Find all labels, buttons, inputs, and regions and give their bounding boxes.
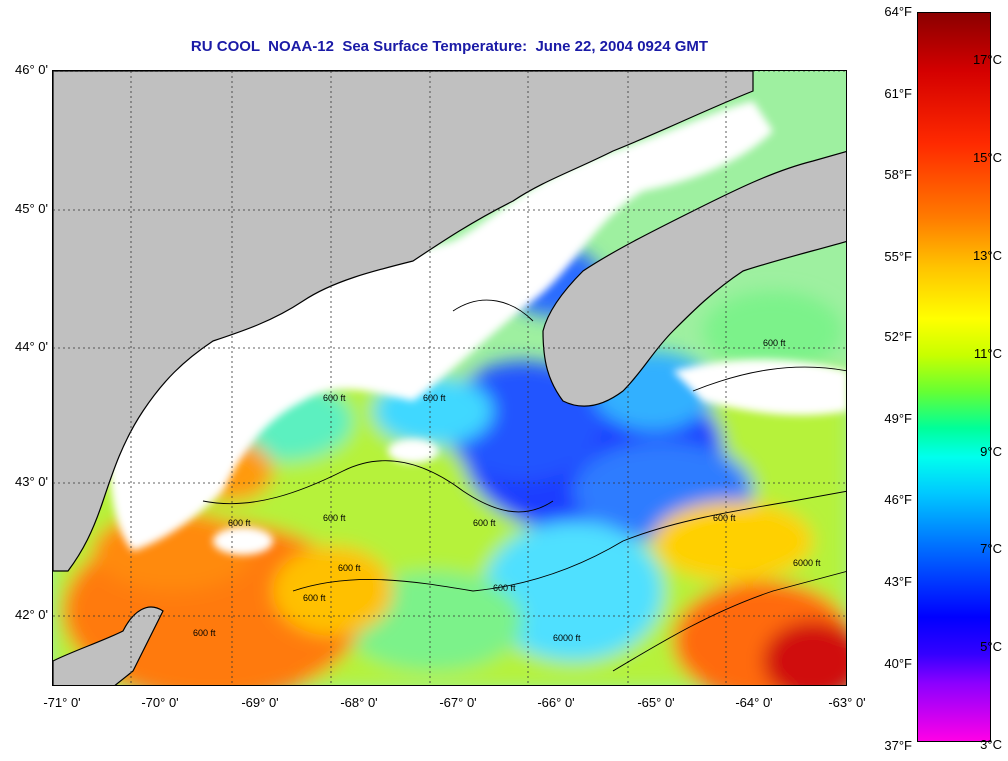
contour-label: 600 ft <box>713 513 736 523</box>
colorbar-f-label: 64°F <box>884 4 912 19</box>
lon-label: -69° 0' <box>241 695 279 710</box>
sst-map: 600 ft 600 ft 600 ft 600 ft 600 ft 600 f… <box>52 70 847 686</box>
sst-map-image: 600 ft 600 ft 600 ft 600 ft 600 ft 600 f… <box>53 71 846 685</box>
land <box>53 71 846 685</box>
lat-label: 43° 0' <box>15 474 48 489</box>
lon-label: -65° 0' <box>637 695 675 710</box>
lon-label: -66° 0' <box>537 695 575 710</box>
contour-label: 600 ft <box>193 628 216 638</box>
contour-label: 600 ft <box>423 393 446 403</box>
colorbar-f-label: 43°F <box>884 574 912 589</box>
bathymetry-contours <box>202 299 846 672</box>
map-title: RU COOL NOAA-12 Sea Surface Temperature:… <box>190 38 709 55</box>
contour-label: 600 ft <box>338 563 361 573</box>
lon-label: -67° 0' <box>439 695 477 710</box>
contour-label: 600 ft <box>493 583 516 593</box>
colorbar-f-label: 40°F <box>884 656 912 671</box>
lat-label: 42° 0' <box>15 607 48 622</box>
colorbar-f-label: 49°F <box>884 411 912 426</box>
colorbar-f-label: 37°F <box>884 738 912 753</box>
contour-label: 6000 ft <box>553 633 581 643</box>
lat-label: 46° 0' <box>15 62 48 77</box>
colorbar-f-label: 61°F <box>884 86 912 101</box>
contour-label: 600 ft <box>763 338 786 348</box>
contour-label: 600 ft <box>228 518 251 528</box>
colorbar-f-label: 46°F <box>884 492 912 507</box>
cloud-cover <box>109 101 846 555</box>
contour-label: 600 ft <box>323 393 346 403</box>
colorbar-f-label: 55°F <box>884 249 912 264</box>
lon-label: -63° 0' <box>828 695 866 710</box>
temperature-colorbar <box>917 12 991 742</box>
colorbar-f-label: 52°F <box>884 329 912 344</box>
contour-label: 600 ft <box>303 593 326 603</box>
contour-labels: 600 ft 600 ft 600 ft 600 ft 600 ft 600 f… <box>193 338 821 643</box>
sst-field <box>53 246 846 685</box>
lon-label: -70° 0' <box>141 695 179 710</box>
contour-label: 6000 ft <box>793 558 821 568</box>
lat-label: 45° 0' <box>15 201 48 216</box>
lon-label: -71° 0' <box>43 695 81 710</box>
colorbar-f-label: 58°F <box>884 167 912 182</box>
contour-label: 600 ft <box>473 518 496 528</box>
lon-label: -64° 0' <box>735 695 773 710</box>
lat-label: 44° 0' <box>15 339 48 354</box>
lon-label: -68° 0' <box>340 695 378 710</box>
contour-label: 600 ft <box>323 513 346 523</box>
